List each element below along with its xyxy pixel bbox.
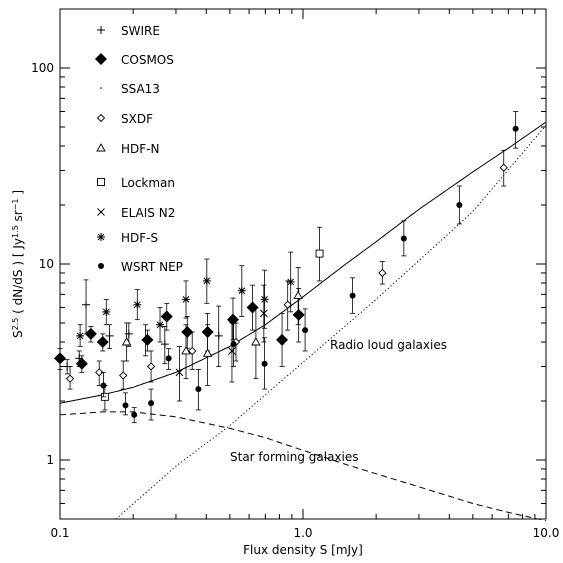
point-sxdf (65, 374, 75, 383)
legend-label-wsrt-nep: WSRT NEP (121, 260, 183, 274)
legend-label-cosmos: COSMOS (121, 53, 174, 67)
point-wsrt-nep (456, 201, 463, 208)
model-curves (59, 121, 547, 522)
point-hdf-s (102, 307, 111, 316)
y-tick-label: 1 (46, 453, 54, 467)
legend-label-elais-n2: ELAIS N2 (121, 206, 175, 220)
y-axis-label-exponent: −1 (11, 198, 20, 210)
legend-label-hdf-n: HDF-N (121, 142, 159, 156)
y-tick-label: 100 (31, 61, 54, 75)
point-swire (124, 329, 133, 338)
y-axis-label-part: sr (11, 210, 25, 225)
point-hdf-s (237, 286, 246, 295)
point-wsrt-nep (400, 235, 407, 242)
data-points (54, 111, 519, 424)
legend-label-swire: SWIRE (121, 24, 160, 38)
legend-marker-cosmos (95, 53, 107, 65)
point-wsrt-nep (165, 355, 172, 362)
legend-marker-hdf-s (97, 233, 105, 241)
annotation-radio-loud: Radio loud galaxies (330, 338, 447, 352)
point-cosmos (292, 308, 305, 321)
point-sxdf (378, 268, 387, 278)
point-hdf-s (133, 300, 142, 309)
legend-label-ssa13: SSA13 (121, 82, 160, 96)
x-tick-label: 0.1 (50, 526, 69, 540)
legend-marker-swire (97, 26, 105, 34)
legend-marker-wsrt-nep (98, 263, 104, 269)
legend: SWIRE COSMOS SSA13 SXDF HDF-N Lockman ELAIS N2… (95, 24, 183, 274)
point-wsrt-nep (100, 382, 107, 389)
legend-label-hdf-s: HDF-S (121, 231, 158, 245)
x-tick-label: 10.0 (533, 526, 560, 540)
point-wsrt-nep (349, 292, 356, 299)
y-tick-label: 10 (39, 257, 54, 271)
point-sxdf (283, 300, 292, 309)
point-cosmos (276, 333, 289, 346)
point-wsrt-nep (512, 125, 519, 132)
point-wsrt-nep (122, 402, 129, 409)
legend-marker-sxdf (96, 113, 106, 123)
point-wsrt-nep (302, 327, 309, 334)
point-cosmos (141, 333, 154, 346)
point-cosmos (75, 357, 88, 370)
point-swire (82, 300, 91, 309)
model-curve-solid (59, 121, 547, 404)
point-hdf-s (260, 295, 269, 304)
legend-marker-ssa13 (100, 87, 102, 89)
point-cosmos (96, 335, 109, 348)
point-elais-n2 (175, 368, 184, 377)
point-sxdf (188, 346, 197, 356)
point-hdf-n (121, 337, 132, 346)
y-axis-label-part: ] (11, 190, 25, 199)
point-swire (214, 331, 223, 340)
y-axis-label-exponent: 2.5 (11, 318, 20, 331)
point-wsrt-nep (261, 360, 268, 367)
x-axis-label: Flux density S [mJy] (243, 543, 363, 557)
point-wsrt-nep (230, 341, 237, 348)
model-curve-dashed (59, 411, 547, 522)
point-elais-n2 (259, 309, 268, 318)
point-cosmos (181, 325, 194, 338)
y-axis-label-part: S (11, 330, 25, 338)
point-hdf-s (202, 276, 211, 285)
point-swire (160, 340, 169, 349)
point-hdf-n (251, 337, 261, 346)
legend-label-sxdf: SXDF (121, 112, 153, 126)
x-tick-label: 1.0 (293, 526, 312, 540)
point-hdf-s (181, 295, 190, 304)
point-sxdf (146, 362, 156, 371)
legend-label-lockman: Lockman (121, 176, 175, 190)
point-hdf-n (181, 346, 191, 355)
annotation-star-forming: Star forming galaxies (230, 450, 359, 464)
point-hdf-s (76, 331, 85, 340)
point-cosmos (160, 310, 173, 323)
point-sxdf (499, 163, 508, 172)
axes: 0.1 1.0 10.0 1 10 100 (31, 8, 560, 540)
point-lockman (315, 249, 324, 258)
point-cosmos (226, 313, 239, 326)
legend-marker-elais-n2 (97, 208, 105, 216)
point-elais-n2 (228, 347, 236, 355)
point-hdf-s (156, 320, 165, 329)
point-cosmos (84, 327, 97, 340)
y-axis-label-part: ( dN/dS ) [ Jy (11, 238, 25, 318)
legend-marker-lockman (97, 178, 105, 186)
point-sxdf (119, 371, 128, 380)
point-swire (105, 331, 114, 340)
y-axis-label-exponent: 1.5 (11, 225, 20, 238)
point-hdf-n (202, 348, 213, 357)
legend-marker-hdf-n (96, 143, 106, 152)
model-curve-dotted (115, 124, 547, 520)
point-wsrt-nep (195, 386, 202, 393)
point-sxdf (95, 368, 104, 377)
point-hdf-n (293, 290, 303, 300)
point-wsrt-nep (131, 411, 138, 418)
point-hdf-s (286, 277, 295, 286)
point-wsrt-nep (148, 400, 155, 407)
y-axis-label: S2.5 ( dN/dS ) [ Jy1.5 sr−1 ] (11, 190, 26, 338)
